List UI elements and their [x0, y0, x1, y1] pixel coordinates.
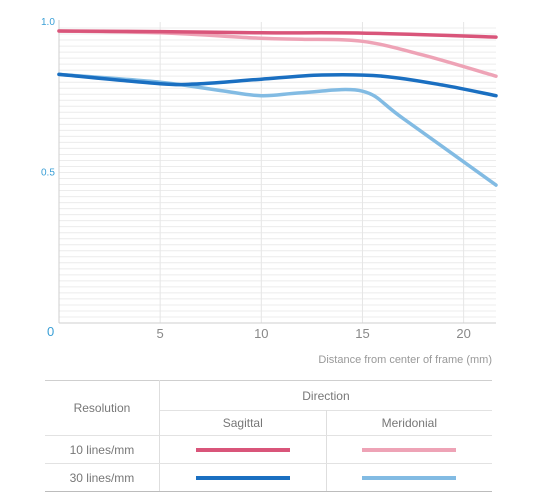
series-line-30-lines-mm-sagittal: [57, 72, 498, 98]
legend-swatch-cell: [159, 435, 327, 464]
legend-swatch-30-sagittal: [195, 476, 290, 481]
legend-swatch-cell: [326, 435, 492, 464]
y-tick-label: 1.0: [41, 17, 55, 28]
legend-row-label: 10 lines/mm: [45, 435, 160, 464]
chart-grid: [59, 22, 496, 323]
legend-row: 30 lines/mm: [45, 463, 492, 492]
x-tick-label: 20: [456, 326, 470, 341]
chart-axes: [58, 20, 496, 324]
meridonial-header: Meridonial: [326, 410, 492, 436]
legend-swatch-cell: [159, 463, 327, 492]
series-line-10-lines-mm-sagittal: [57, 29, 498, 39]
direction-header: Direction: [159, 380, 492, 411]
legend-swatch-10-meridonial: [362, 448, 457, 453]
chart-tick-labels: 0 0.5 1.0 5 10 15 20: [41, 17, 471, 341]
y-tick-label: 0: [47, 324, 54, 339]
legend-row-label: 30 lines/mm: [45, 463, 160, 492]
x-tick-label: 5: [157, 326, 164, 341]
x-tick-label: 10: [254, 326, 268, 341]
legend-table: Resolution Direction Sagittal Meridonial…: [45, 380, 492, 492]
x-tick-label: 15: [355, 326, 369, 341]
chart-series: [57, 29, 498, 187]
sagittal-header: Sagittal: [159, 410, 327, 436]
legend-row: 10 lines/mm: [45, 435, 492, 464]
x-axis-title: Distance from center of frame (mm): [318, 354, 492, 366]
series-line-10-lines-mm-meridonial: [57, 29, 498, 78]
legend-swatch-cell: [326, 463, 492, 492]
legend-swatch-10-sagittal: [195, 448, 290, 453]
mtf-chart: 0 0.5 1.0 5 10 15 20 Distance from center of f…: [41, 17, 498, 366]
series-line-30-lines-mm-meridonial: [57, 72, 498, 187]
resolution-header: Resolution: [45, 380, 160, 436]
legend-swatch-30-meridonial: [362, 476, 457, 481]
y-tick-label: 0.5: [41, 168, 55, 179]
